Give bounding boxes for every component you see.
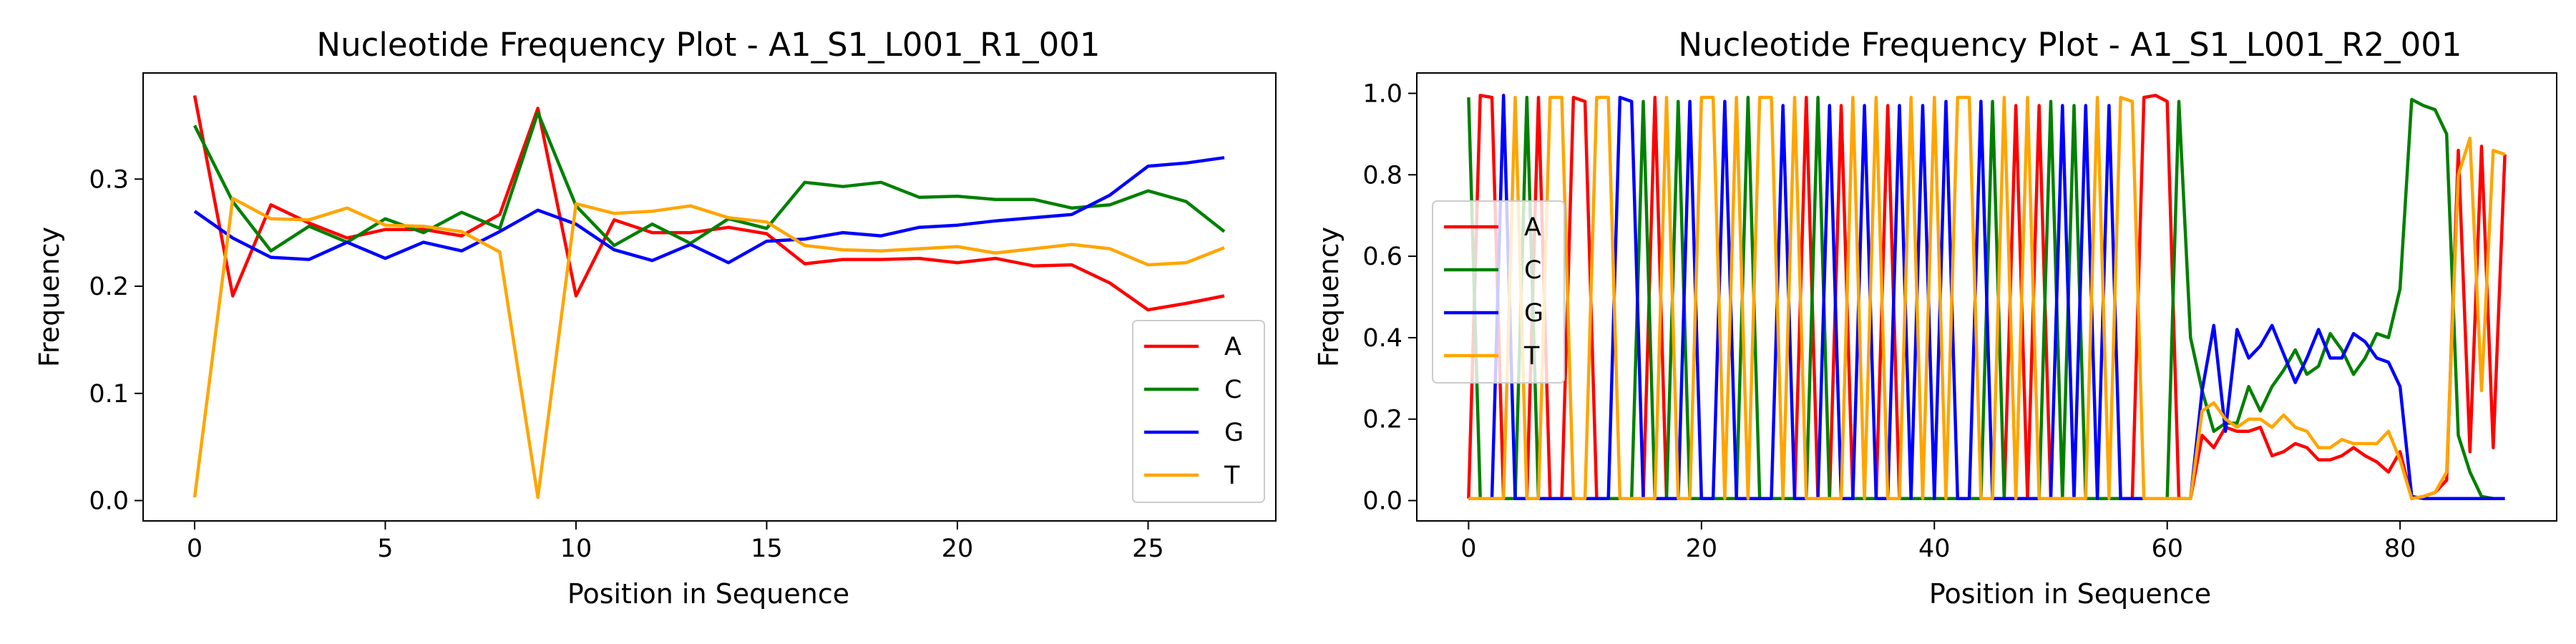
x-tick-label: 80: [2384, 535, 2416, 563]
y-tick-label: 0.8: [1362, 161, 1402, 190]
y-tick-label: 0.2: [1362, 406, 1402, 434]
series-line-t: [1468, 95, 2506, 500]
y-tick-label: 1.0: [1362, 79, 1402, 108]
series-line-c: [192, 111, 1226, 253]
y-tick-label: 0.1: [89, 380, 129, 409]
axes-frame: [142, 72, 1277, 522]
x-tick-label: 25: [1132, 535, 1164, 563]
x-tick-label: 5: [377, 535, 393, 563]
x-tick-label: 20: [1686, 535, 1718, 563]
x-tick-label: 10: [560, 535, 592, 563]
y-tick-label: 0.4: [1362, 324, 1402, 353]
x-tick-label: 0: [187, 535, 203, 563]
x-tick-label: 0: [1460, 535, 1476, 563]
x-axis-label: Position in Sequence: [1929, 578, 2211, 610]
y-axis-label: Frequency: [1313, 227, 1345, 367]
ticks: 0 5 10 15 20 25 0.0 0.1 0.2 0.3: [89, 72, 1277, 563]
y-axis-label: Frequency: [34, 227, 65, 367]
chart-title: Nucleotide Frequency Plot - A1_S1_L001_R…: [1678, 26, 2462, 64]
chart-title: Nucleotide Frequency Plot - A1_S1_L001_R…: [316, 26, 1100, 64]
plot-area: [1467, 94, 2507, 500]
y-tick-label: 0.3: [89, 165, 129, 194]
subplot-r1: Nucleotide Frequency Plot - A1_S1_L001_R…: [34, 26, 1277, 610]
legend-label-g: G: [1524, 299, 1543, 328]
legend-label-t: T: [1224, 462, 1240, 490]
legend-label-t: T: [1523, 342, 1540, 371]
legend-label-c: C: [1224, 376, 1241, 404]
series-line-t: [192, 196, 1225, 499]
series-line-g: [1468, 94, 2505, 500]
legend-label-a: A: [1224, 333, 1241, 361]
x-tick-label: 20: [942, 535, 974, 563]
x-tick-label: 60: [2151, 535, 2183, 563]
y-tick-label: 0.0: [89, 487, 129, 516]
axes-frame: [1416, 72, 2557, 522]
plot-area: [192, 94, 1226, 499]
x-tick-label: 15: [751, 535, 783, 563]
y-tick-label: 0.0: [1362, 487, 1402, 516]
legend-label-a: A: [1524, 213, 1541, 242]
legend-label-c: C: [1524, 256, 1541, 285]
y-tick-label: 0.2: [89, 273, 129, 301]
x-axis-label: Position in Sequence: [567, 578, 849, 610]
series-line-g: [193, 156, 1225, 265]
legend-label-g: G: [1224, 419, 1244, 447]
legend-box: [1432, 200, 1565, 384]
subplot-r2: Nucleotide Frequency Plot - A1_S1_L001_R…: [1313, 26, 2557, 610]
legend-box: [1132, 320, 1265, 503]
y-tick-label: 0.6: [1362, 243, 1402, 271]
x-tick-label: 40: [1918, 535, 1951, 563]
ticks: 0 20 40 60 80 0.0 0.2 0.4 0.6 0.8 1.0: [1362, 72, 2557, 563]
